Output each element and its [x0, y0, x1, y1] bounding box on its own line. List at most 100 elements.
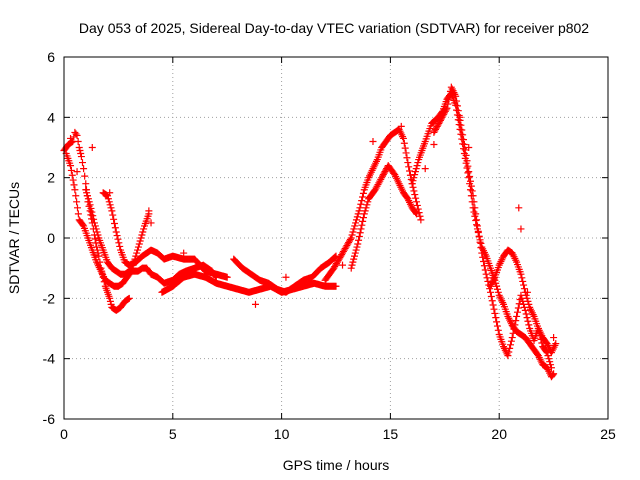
data-point [112, 228, 120, 236]
data-point [411, 168, 419, 176]
x-tick-label: 5 [169, 426, 177, 442]
data-point [74, 210, 82, 218]
data-point [465, 168, 473, 176]
data-point [137, 234, 145, 242]
data-point [349, 228, 357, 236]
data-point [77, 150, 85, 158]
data-point [380, 169, 388, 177]
data-point [431, 127, 439, 135]
x-tick-label: 15 [383, 426, 399, 442]
y-axis-label: SDTVAR / TECUs [6, 182, 22, 294]
data-point [359, 193, 367, 201]
data-point [91, 235, 99, 243]
data-point [145, 207, 153, 215]
data-point [517, 270, 525, 278]
data-point [352, 246, 360, 254]
data-point [421, 165, 429, 173]
data-point [348, 261, 356, 269]
data-point [453, 102, 461, 110]
data-point [350, 255, 358, 263]
data-point [441, 109, 449, 117]
data-point [80, 165, 88, 173]
data-point [521, 306, 529, 314]
data-point [359, 217, 367, 225]
data-point [107, 204, 115, 212]
data-point [460, 150, 468, 158]
data-point [84, 195, 92, 203]
data-point [357, 225, 365, 233]
data-point [523, 288, 531, 296]
data-point [478, 249, 486, 257]
x-tick-label: 20 [491, 426, 507, 442]
data-point [458, 126, 466, 134]
data-point [67, 162, 75, 170]
data-point [349, 258, 357, 266]
data-point [507, 337, 515, 345]
data-point [509, 329, 517, 337]
data-point [517, 225, 525, 233]
data-point [110, 215, 118, 223]
data-point [91, 222, 99, 230]
data-point [493, 322, 501, 330]
data-point [545, 355, 553, 363]
data-point [77, 153, 85, 161]
data-point [106, 297, 114, 305]
data-point [87, 204, 95, 212]
data-point [331, 253, 339, 261]
data-point [453, 97, 461, 105]
data-point [512, 317, 520, 325]
data-point [522, 291, 530, 299]
data-point [437, 115, 445, 123]
data-point [404, 159, 412, 167]
data-point [353, 243, 361, 251]
data-point [332, 282, 340, 290]
data-point [470, 198, 478, 206]
data-point [480, 262, 488, 270]
data-point [477, 244, 485, 252]
data-point [440, 110, 448, 118]
data-point [552, 340, 560, 348]
data-point [430, 140, 438, 148]
data-point [412, 209, 420, 217]
data-point [515, 204, 523, 212]
data-point [399, 134, 407, 142]
data-point [465, 174, 473, 182]
data-point [510, 325, 518, 333]
data-point [460, 145, 468, 153]
data-point [361, 207, 369, 215]
data-point [409, 183, 417, 191]
data-point [412, 194, 420, 202]
data-point [439, 112, 447, 120]
data-point [369, 137, 377, 145]
data-point [547, 364, 555, 372]
data-point [382, 166, 390, 174]
data-point [379, 172, 387, 180]
axis-ticks: 0 5 10 15 20 25 -6 -4 -2 0 2 4 6 [43, 49, 616, 442]
x-axis-label: GPS time / hours [283, 457, 390, 473]
data-point [417, 216, 425, 224]
data-point [494, 326, 502, 334]
data-point [525, 321, 533, 329]
data-point [524, 317, 532, 325]
data-point [397, 122, 405, 130]
data-point [106, 189, 114, 197]
data-point [408, 180, 416, 188]
y-tick-label: -6 [43, 411, 56, 427]
data-point [132, 252, 140, 260]
data-point [359, 214, 367, 222]
data-point [459, 131, 467, 139]
data-point [446, 92, 454, 100]
data-point [411, 171, 419, 179]
data-point [523, 314, 531, 322]
data-point [357, 200, 365, 208]
data-point [483, 274, 491, 282]
data-point [93, 243, 101, 251]
data-point [347, 264, 355, 272]
data-point [134, 243, 142, 251]
data-point [108, 207, 116, 215]
x-tick-label: 10 [274, 426, 290, 442]
data-point [223, 273, 231, 281]
data-point [105, 198, 113, 206]
data-point [412, 165, 420, 173]
data-point [67, 166, 75, 174]
